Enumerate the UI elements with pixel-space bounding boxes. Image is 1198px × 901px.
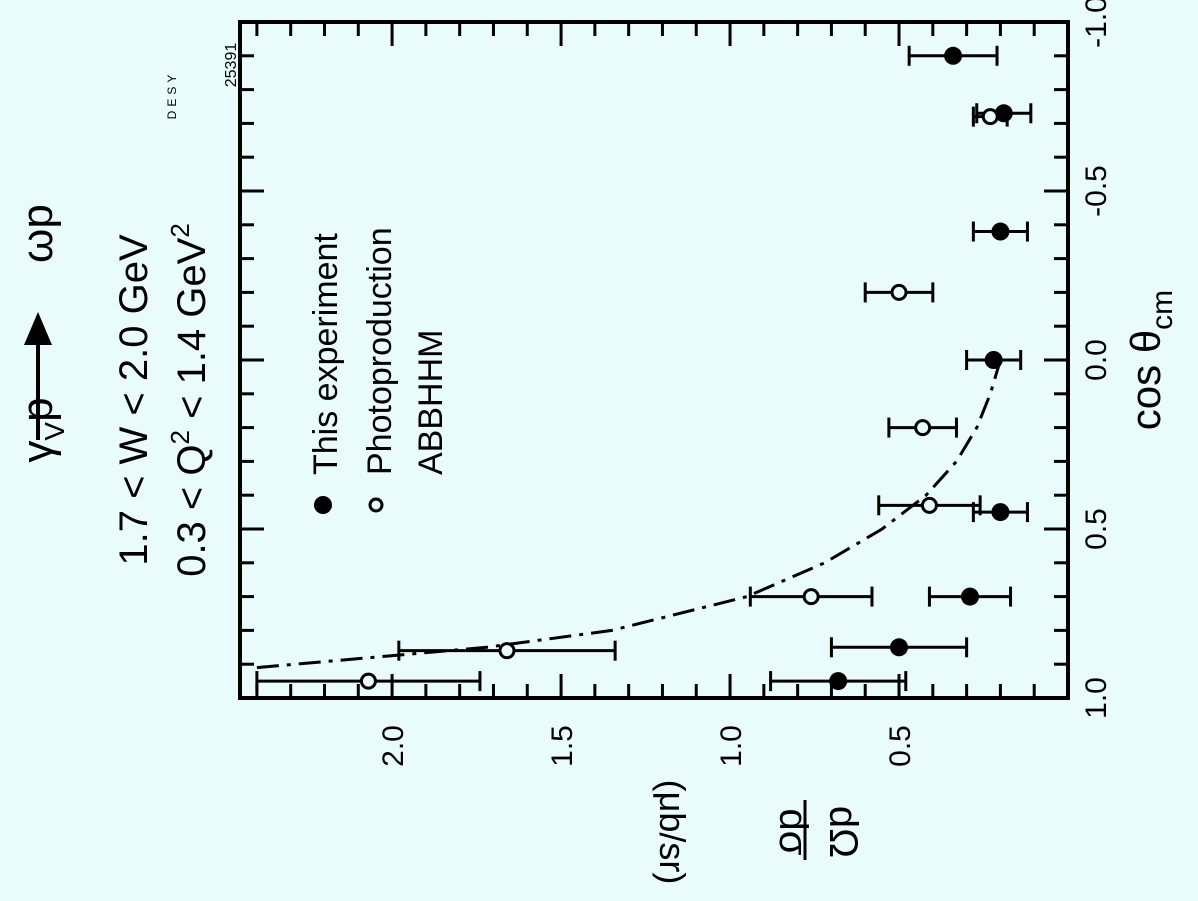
marker-filled: [944, 46, 963, 65]
photoproduction-point: [877, 495, 982, 516]
marker-filled: [960, 587, 979, 606]
y-axis-title-denominator: dΩ: [821, 806, 865, 858]
marker-filled: [829, 672, 848, 691]
photoproduction-point: [887, 417, 958, 438]
photoproduction-point: [255, 671, 482, 692]
marker-open: [920, 496, 938, 514]
w-range: 1.7 < W < 2.0 GeV: [112, 234, 156, 566]
x-axis-title-sub: cm: [1146, 290, 1179, 330]
points-layer: [255, 45, 1033, 692]
experiment-point: [965, 350, 1023, 370]
plate-number: 25391: [223, 43, 240, 88]
q2-mid: < 1.4 GeV: [170, 237, 214, 430]
q2-sup: 2: [165, 430, 195, 444]
tick-labels: 1.0 0.5 0.0 -0.5 -1.0 0.5 1.0 1.5 2.0: [377, 0, 1113, 767]
marker-filled: [890, 638, 909, 657]
axis-ticks: [240, 22, 1068, 698]
marker-open: [498, 642, 516, 660]
reaction-sub: V: [39, 422, 70, 441]
marker-open: [802, 588, 820, 606]
x-tick-label: 0.0: [1080, 339, 1113, 381]
legend-marker-filled: [314, 496, 332, 514]
legend-label-experiment: This experiment: [307, 233, 345, 475]
reaction-title: γVp: [13, 397, 70, 462]
legend-label-photoproduction: Photoproduction: [361, 227, 399, 475]
legend-marker-open: [368, 497, 384, 513]
legend-label-abbhhm: ABBHHM: [412, 330, 450, 475]
q2-range: 0.3 < Q2 < 1.4 GeV2: [165, 223, 214, 577]
photoproduction-point: [971, 106, 1009, 127]
experiment-point: [829, 637, 969, 658]
experiment-point: [971, 221, 1029, 242]
x-axis-title: cos θcm: [1122, 290, 1179, 430]
desy-tag: DESY: [165, 71, 179, 120]
x-tick-label: -1.0: [1080, 0, 1113, 48]
marker-open: [890, 283, 908, 301]
y-tick-label: 2.0: [377, 725, 410, 767]
experiment-point: [971, 502, 1029, 523]
marker-filled: [984, 351, 1003, 369]
y-axis-title-unit: (μb/sr): [652, 780, 693, 885]
experiment-point: [907, 45, 999, 66]
x-tick-label: 0.5: [1080, 508, 1113, 550]
marker-filled: [991, 222, 1010, 241]
photoproduction-point: [748, 586, 874, 607]
x-axis-title-main: cos θ: [1122, 330, 1169, 430]
photoproduction-point: [863, 282, 935, 303]
reaction-arrow: [24, 312, 52, 440]
marker-open: [981, 108, 999, 126]
y-tick-label: 1.0: [715, 725, 748, 767]
y-axis-title-numerator: dσ: [771, 809, 815, 856]
q2-prefix: 0.3 < Q: [170, 444, 214, 576]
legend: This experiment Photoproduction ABBHHM: [307, 227, 450, 514]
x-tick-label: 1.0: [1080, 677, 1113, 719]
reaction-gamma: γ: [13, 441, 62, 463]
y-tick-label: 1.5: [546, 725, 579, 767]
x-tick-label: -0.5: [1080, 165, 1113, 217]
model-curve: [256, 359, 1002, 670]
y-axis-title: dσ dΩ (μb/sr): [652, 780, 865, 885]
marker-filled: [991, 503, 1010, 522]
y-tick-label: 0.5: [884, 725, 917, 767]
experiment-point: [769, 671, 908, 692]
marker-open: [359, 672, 377, 690]
photoproduction-point: [397, 640, 617, 661]
q2-unit-sup: 2: [165, 223, 195, 237]
experiment-point: [927, 586, 1013, 607]
marker-open: [914, 419, 932, 437]
reaction-products: ωp: [13, 204, 62, 263]
curve-layer: [256, 359, 1002, 670]
